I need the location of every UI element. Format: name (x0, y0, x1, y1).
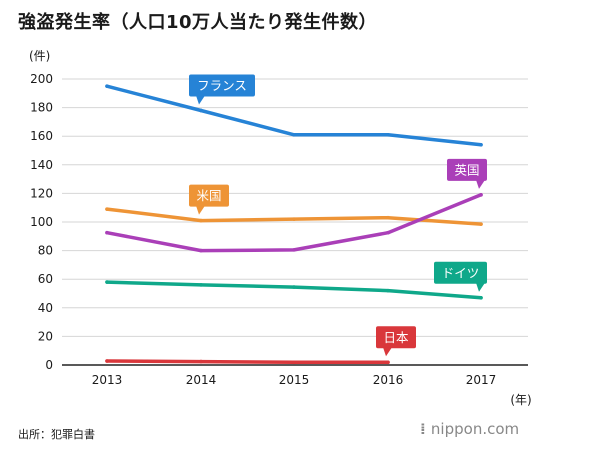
data-point (199, 359, 203, 364)
series-label-callout: 日本 (376, 326, 416, 357)
data-point (105, 359, 109, 363)
chart-title: 強盗発生率（人口10万人当たり発生件数） (18, 12, 378, 33)
x-tick-label: 2015 (279, 373, 310, 387)
series-label-pointer (476, 282, 485, 292)
data-point (105, 207, 109, 211)
y-tick-label: 60 (38, 272, 53, 286)
y-tick-label: 160 (30, 129, 53, 143)
series-label: 日本 (383, 330, 409, 345)
data-point (386, 288, 390, 293)
series-label-pointer (196, 205, 205, 215)
series-label: フランス (197, 78, 247, 93)
data-point (386, 230, 390, 235)
data-point (292, 285, 296, 289)
series-label-callout: 英国 (447, 158, 487, 189)
y-tick-label: 140 (30, 158, 53, 172)
y-tick-label: 0 (45, 358, 53, 372)
data-point (199, 283, 203, 287)
credit-name: nippon (430, 420, 483, 438)
data-point (479, 222, 483, 226)
data-point (292, 248, 296, 252)
data-point (292, 360, 296, 365)
y-tick-label: 100 (30, 215, 53, 229)
series-label-pointer (196, 95, 205, 105)
series-label-box (376, 326, 416, 349)
x-axis-unit-label: (年) (510, 393, 531, 407)
x-tick-label: 2016 (373, 373, 404, 387)
data-point (105, 84, 109, 88)
y-tick-label: 180 (30, 101, 53, 115)
data-point (479, 295, 483, 300)
data-point (386, 360, 390, 365)
series-label-pointer (476, 179, 485, 189)
publisher-credit: ⁞ nippon.com (420, 420, 519, 438)
x-tick-label: 2014 (186, 373, 217, 387)
series-label-pointer (383, 347, 392, 357)
y-axis-unit-label: (件) (29, 49, 50, 63)
data-point (479, 193, 483, 197)
data-point (292, 217, 296, 221)
data-point (386, 132, 390, 137)
series-label: 英国 (454, 162, 479, 177)
series-label-box (189, 184, 229, 207)
x-tick-label: 2013 (92, 373, 123, 387)
data-point (105, 280, 109, 284)
series-label-callout: ドイツ (434, 261, 487, 292)
data-point (199, 218, 203, 223)
series-label-callout: フランス (189, 74, 255, 105)
x-tick-label: 2017 (466, 373, 497, 387)
series-label-callout: 米国 (189, 184, 229, 215)
y-tick-label: 80 (38, 244, 53, 258)
series-line (105, 280, 483, 300)
credit-suffix: .com (482, 420, 520, 438)
series-label-box (434, 261, 487, 284)
series-label-box (189, 74, 255, 97)
series-label: 米国 (196, 188, 221, 203)
y-tick-label: 200 (30, 72, 53, 86)
series-line (105, 359, 390, 365)
source-note: 出所：犯罪白書 (18, 428, 95, 441)
series-label: ドイツ (442, 265, 480, 280)
logo-dots-icon: ⁞ (420, 420, 431, 438)
series-line (105, 193, 483, 253)
y-tick-label: 40 (38, 301, 53, 315)
data-point (386, 215, 390, 220)
data-point (479, 142, 483, 147)
data-point (292, 132, 296, 137)
data-point (105, 230, 109, 235)
y-tick-label: 20 (38, 329, 53, 343)
data-point (199, 108, 203, 113)
y-tick-label: 120 (30, 186, 53, 200)
series-label-box (447, 158, 487, 181)
data-point (199, 248, 203, 253)
